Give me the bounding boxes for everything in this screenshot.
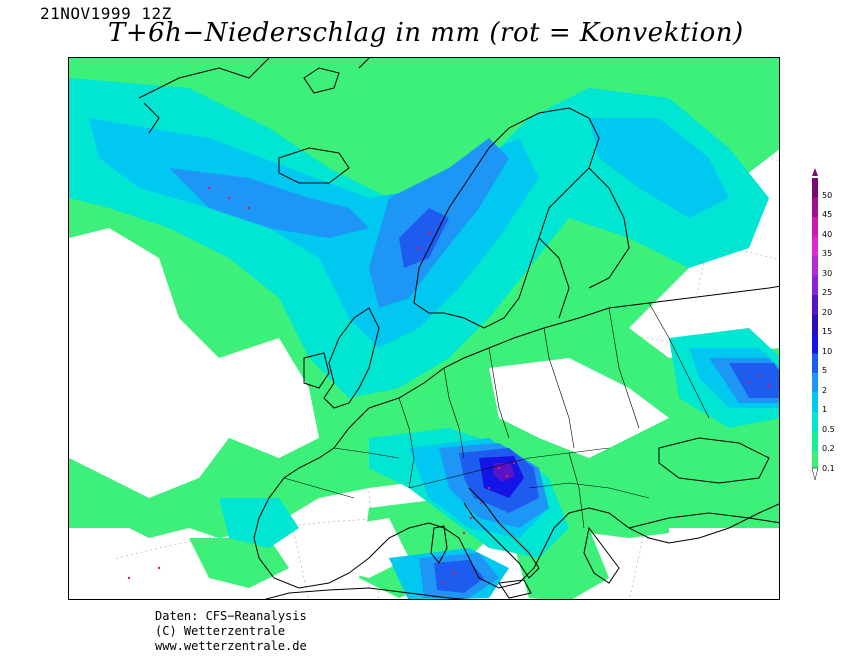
no-precip-areas: [69, 228, 779, 599]
legend-label: 0.5: [822, 424, 835, 434]
credit-data-source: Daten: CFS−Reanalysis: [155, 609, 307, 623]
legend-swatch: [812, 217, 818, 237]
legend-swatch: [812, 451, 818, 471]
legend-swatch: [812, 256, 818, 276]
legend-arrow-bottom: [811, 467, 819, 481]
legend-label: 25: [822, 288, 833, 297]
legend-label: 50: [822, 190, 833, 200]
legend-swatch: [812, 373, 818, 393]
map-title: T+6h−Niederschlag in mm (rot = Konvektio…: [108, 18, 744, 48]
legend-colorbar: [811, 168, 819, 481]
legend-label: 5: [822, 366, 828, 375]
legend-label: 1: [822, 405, 828, 414]
legend-swatch: [812, 314, 818, 334]
legend-label: 45: [822, 210, 833, 219]
credits: Daten: CFS−Reanalysis (C) Wetterzentrale…: [155, 609, 307, 654]
legend-swatch: [812, 295, 818, 315]
precipitation-map: [68, 57, 780, 600]
datestamp: 21NOV1999 12Z: [40, 4, 172, 23]
legend-swatch: [812, 353, 818, 373]
legend-label: 2: [822, 385, 828, 395]
credit-copyright: (C) Wetterzentrale: [155, 624, 286, 638]
legend-label: 10: [822, 346, 833, 356]
legend-swatch: [812, 431, 818, 451]
legend-swatch: [812, 236, 818, 256]
legend-label: 40: [822, 229, 833, 239]
legend-arrow-top: [812, 168, 818, 176]
legend-label: 0.2: [822, 444, 835, 453]
legend-swatch: [812, 275, 818, 295]
map-canvas: [69, 58, 779, 599]
legend-swatch: [812, 197, 818, 217]
precipitation-legend: 50 45 40 35 30 25 20 15 10 5 2 1 0.5 0.2 0.1: [808, 168, 848, 488]
legend-label: 0.1: [822, 463, 835, 473]
precip-layer-heavy: [399, 208, 779, 593]
legend-swatch: [812, 178, 818, 198]
coastlines: [138, 58, 779, 599]
legend-swatch: [812, 334, 818, 354]
convective-markers: [127, 186, 771, 585]
legend-swatch: [812, 412, 818, 432]
legend-label: 35: [822, 249, 833, 258]
legend-label: 30: [822, 268, 833, 278]
borders: [283, 302, 710, 529]
legend-label: 15: [822, 327, 833, 336]
legend-label: 20: [822, 307, 833, 317]
legend-swatch: [812, 392, 818, 412]
credit-website[interactable]: www.wetterzentrale.de: [155, 639, 307, 653]
